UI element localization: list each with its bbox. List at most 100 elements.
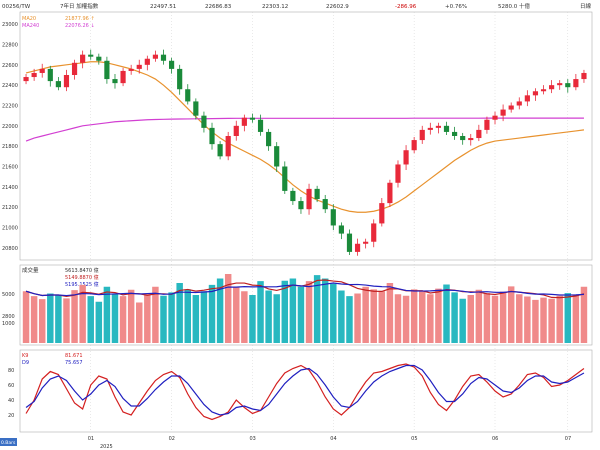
- candle-body: [233, 125, 239, 136]
- price-tick-label: 20800: [2, 246, 18, 252]
- candle-body: [573, 79, 579, 88]
- header-close: 22602.9: [326, 4, 349, 10]
- price-tick-label: 21800: [2, 144, 18, 150]
- volume-bar: [144, 294, 151, 343]
- volume-bar: [435, 288, 442, 343]
- candle-body: [387, 182, 393, 204]
- volume-bar: [346, 296, 353, 343]
- candle-body: [225, 136, 231, 157]
- volume-bar: [38, 299, 46, 343]
- candle-body: [508, 105, 514, 110]
- volume-bar: [524, 296, 531, 343]
- header-change: -286.96: [395, 4, 417, 10]
- candle-body: [209, 127, 215, 145]
- price-tick-label: 22000: [2, 124, 18, 130]
- volume-bar: [87, 296, 94, 343]
- price-tick-label: 21600: [2, 165, 18, 171]
- candle-body: [241, 117, 247, 126]
- volume-bar: [71, 290, 78, 343]
- candle-body: [435, 125, 442, 128]
- volume-y-mid: 2800: [2, 314, 15, 320]
- x-tick-label: 04: [330, 436, 336, 442]
- header-pct: +0.76%: [445, 4, 467, 10]
- price-tick-label: 22800: [2, 43, 18, 49]
- candle-body: [80, 54, 86, 63]
- left-badge-text: 0.Bars: [1, 440, 16, 446]
- volume-bar: [192, 295, 200, 343]
- volume-bar: [289, 278, 297, 343]
- candle-body: [363, 241, 369, 244]
- volume-bar: [378, 291, 386, 343]
- candle-body: [371, 223, 377, 242]
- candle-body: [532, 91, 539, 96]
- volume-bar: [224, 274, 232, 343]
- candle-body: [346, 233, 353, 252]
- volume-bar: [95, 301, 103, 343]
- candle-body: [549, 85, 555, 90]
- volume-bar: [160, 295, 167, 343]
- candle-body: [419, 129, 425, 141]
- price-tick-label: 21200: [2, 205, 18, 211]
- candle-body: [379, 203, 385, 224]
- volume-bar: [321, 278, 329, 343]
- volume-bar: [451, 292, 458, 343]
- kd-tick-label: 60: [8, 383, 14, 389]
- candle-body: [47, 68, 53, 82]
- x-tick-label: 03: [249, 436, 255, 442]
- volume-bar: [47, 293, 54, 343]
- volume-bar: [184, 289, 191, 343]
- candle-body: [201, 115, 207, 128]
- volume-legend-1: 5613.8470 億: [65, 267, 99, 274]
- volume-bar: [111, 293, 119, 343]
- volume-title: 成交量: [22, 266, 39, 274]
- volume-bar: [233, 286, 240, 343]
- legend-ma240-value: 22076.26 ↓: [65, 23, 95, 29]
- volume-bar: [580, 286, 588, 343]
- volume-bar: [419, 291, 426, 343]
- price-tick-label: 22600: [2, 63, 18, 69]
- legend-ma20-label: MA20: [22, 16, 36, 22]
- volume-bars: [22, 274, 588, 343]
- candle-body: [144, 58, 150, 65]
- candle-body: [451, 131, 458, 136]
- candle-body: [557, 83, 563, 86]
- candle-body: [136, 64, 142, 69]
- volume-y-low: 1000: [2, 321, 15, 327]
- candle-body: [460, 136, 466, 141]
- kd-panel-frame: [19, 349, 593, 433]
- candle-body: [314, 188, 320, 200]
- d9-line: [25, 364, 585, 416]
- x-tick-label: 01: [88, 436, 94, 442]
- volume-bar: [394, 294, 402, 343]
- volume-bar: [386, 283, 394, 343]
- candle-body: [104, 60, 110, 80]
- volume-bar: [281, 280, 289, 343]
- volume-bar: [257, 281, 264, 343]
- candle-body: [565, 83, 571, 88]
- volume-bar: [241, 291, 248, 343]
- candle-body: [540, 89, 547, 92]
- volume-bar: [467, 295, 474, 343]
- price-tick-label: 23000: [2, 22, 18, 28]
- candle-body: [120, 70, 126, 84]
- candle-body: [112, 79, 118, 84]
- candle-body: [177, 68, 183, 90]
- volume-bar: [362, 286, 369, 343]
- volume-bar: [532, 299, 539, 343]
- candle-body: [193, 101, 199, 116]
- volume-bar: [208, 284, 216, 343]
- volume-bar: [119, 296, 127, 343]
- candle-body: [516, 101, 522, 106]
- header-right: 日線: [580, 2, 592, 10]
- volume-bar: [410, 289, 418, 343]
- legend-ma240-label: MA240: [22, 23, 39, 29]
- volume-bar: [168, 292, 175, 343]
- candle-body: [217, 144, 223, 157]
- x-tick-label: 07: [565, 436, 571, 442]
- kd-d-value: 75.657: [65, 360, 83, 366]
- volume-bar: [313, 275, 321, 343]
- candle-body: [411, 140, 417, 151]
- volume-bar: [273, 294, 280, 343]
- volume-ma10-line: [25, 282, 584, 297]
- volume-bar: [540, 297, 547, 343]
